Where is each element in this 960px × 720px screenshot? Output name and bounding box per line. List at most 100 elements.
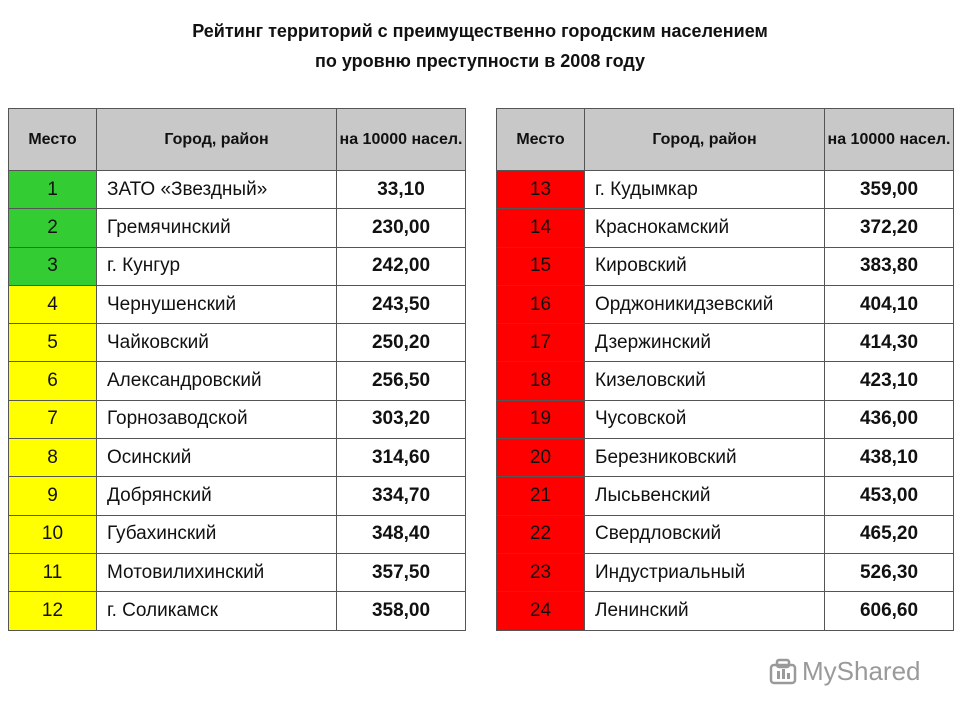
title-line: по уровню преступности в 2008 году bbox=[314, 51, 646, 71]
table-row: 2 Гремячинский 230,00 bbox=[8, 208, 466, 248]
column-header: Место bbox=[8, 108, 97, 171]
table-row: 12 г. Соликамск 358,00 bbox=[8, 591, 466, 631]
header-row: Место Город, район на 10000 насел. bbox=[496, 108, 954, 171]
cell-name: Лысьвенский bbox=[584, 476, 825, 516]
cell-name: Осинский bbox=[96, 438, 337, 478]
cell-val: 606,60 bbox=[824, 591, 954, 631]
cell-name: Свердловский bbox=[584, 514, 825, 554]
cell-place: 11 bbox=[8, 552, 97, 593]
cell-name: Краснокамский bbox=[584, 208, 825, 248]
cell-place: 5 bbox=[8, 323, 97, 363]
table-row: 15 Кировский 383,80 bbox=[496, 246, 954, 286]
cell-place: 8 bbox=[8, 438, 97, 478]
table-row: 5 Чайковский 250,20 bbox=[8, 323, 466, 363]
cell-name: Индустриальный bbox=[584, 552, 825, 593]
cell-place: 19 bbox=[496, 399, 585, 440]
cell-val: 436,00 bbox=[824, 399, 954, 440]
cell-name: Горнозаводской bbox=[96, 399, 337, 440]
table-row: 20 Березниковский 438,10 bbox=[496, 438, 954, 478]
cell-place: 2 bbox=[8, 208, 97, 248]
cell-val: 348,40 bbox=[336, 514, 466, 554]
cell-name: Чайковский bbox=[96, 323, 337, 363]
header-row: Место Город, район на 10000 насел. bbox=[8, 108, 466, 171]
table-row: 3 г. Кунгур 242,00 bbox=[8, 246, 466, 286]
cell-place: 14 bbox=[496, 208, 585, 248]
cell-place: 1 bbox=[8, 169, 97, 210]
table-row: 11 Мотовилихинский 357,50 bbox=[8, 552, 466, 593]
cell-val: 303,20 bbox=[336, 399, 466, 440]
table-row: 23 Индустриальный 526,30 bbox=[496, 552, 954, 593]
table-row: 24 Ленинский 606,60 bbox=[496, 591, 954, 631]
cell-name: г. Кудымкар bbox=[584, 169, 825, 210]
cell-val: 357,50 bbox=[336, 552, 466, 593]
table-row: 18 Кизеловский 423,10 bbox=[496, 361, 954, 401]
title: Рейтинг территорий с преимущественно гор… bbox=[0, 16, 960, 76]
table-row: 21 Лысьвенский 453,00 bbox=[496, 476, 954, 516]
cell-val: 243,50 bbox=[336, 284, 466, 325]
cell-name: Дзержинский bbox=[584, 323, 825, 363]
data-table: Место Город, район на 10000 насел. 13 г. Куд… bbox=[496, 108, 954, 631]
cell-place: 4 bbox=[8, 284, 97, 325]
cell-place: 18 bbox=[496, 361, 585, 401]
data-table: Место Город, район на 10000 насел. 1 ЗАТО «З… bbox=[8, 108, 466, 631]
column-header: Место bbox=[496, 108, 585, 171]
cell-name: Чернушенский bbox=[96, 284, 337, 325]
cell-val: 453,00 bbox=[824, 476, 954, 516]
table-row: 8 Осинский 314,60 bbox=[8, 438, 466, 478]
column-header: Город, район bbox=[96, 108, 337, 171]
cell-val: 230,00 bbox=[336, 208, 466, 248]
cell-name: Березниковский bbox=[584, 438, 825, 478]
cell-place: 20 bbox=[496, 438, 585, 478]
cell-place: 17 bbox=[496, 323, 585, 363]
cell-val: 250,20 bbox=[336, 323, 466, 363]
table-row: 1 ЗАТО «Звездный» 33,10 bbox=[8, 169, 466, 210]
cell-place: 22 bbox=[496, 514, 585, 554]
cell-val: 423,10 bbox=[824, 361, 954, 401]
column-header: на 10000 насел. bbox=[824, 108, 954, 171]
cell-place: 13 bbox=[496, 169, 585, 210]
cell-place: 21 bbox=[496, 476, 585, 516]
cell-place: 3 bbox=[8, 246, 97, 286]
table-row: 7 Горнозаводской 303,20 bbox=[8, 399, 466, 440]
table-row: 6 Александровский 256,50 bbox=[8, 361, 466, 401]
cell-name: Ленинский bbox=[584, 591, 825, 631]
cell-place: 9 bbox=[8, 476, 97, 516]
cell-name: Гремячинский bbox=[96, 208, 337, 248]
table-row: 17 Дзержинский 414,30 bbox=[496, 323, 954, 363]
cell-name: Кировский bbox=[584, 246, 825, 286]
cell-val: 334,70 bbox=[336, 476, 466, 516]
cell-val: 372,20 bbox=[824, 208, 954, 248]
cell-name: Губахинский bbox=[96, 514, 337, 554]
cell-val: 404,10 bbox=[824, 284, 954, 325]
cell-place: 10 bbox=[8, 514, 97, 554]
watermark-text: MyShared bbox=[802, 656, 921, 686]
cell-place: 16 bbox=[496, 284, 585, 325]
cell-name: ЗАТО «Звездный» bbox=[96, 169, 337, 210]
cell-place: 15 bbox=[496, 246, 585, 286]
cell-val: 414,30 bbox=[824, 323, 954, 363]
table-row: 19 Чусовской 436,00 bbox=[496, 399, 954, 440]
cell-name: Орджоникидзевский bbox=[584, 284, 825, 325]
cell-name: г. Кунгур bbox=[96, 246, 337, 286]
cell-val: 314,60 bbox=[336, 438, 466, 478]
cell-name: Александровский bbox=[96, 361, 337, 401]
watermark-icon bbox=[769, 658, 797, 684]
cell-val: 256,50 bbox=[336, 361, 466, 401]
cell-val: 242,00 bbox=[336, 246, 466, 286]
table-row: 13 г. Кудымкар 359,00 bbox=[496, 169, 954, 210]
cell-val: 438,10 bbox=[824, 438, 954, 478]
table-row: 16 Орджоникидзевский 404,10 bbox=[496, 284, 954, 325]
cell-place: 12 bbox=[8, 591, 97, 631]
watermark: MyShared bbox=[768, 656, 921, 687]
cell-name: Кизеловский bbox=[584, 361, 825, 401]
cell-val: 526,30 bbox=[824, 552, 954, 593]
table-row: 22 Свердловский 465,20 bbox=[496, 514, 954, 554]
cell-place: 6 bbox=[8, 361, 97, 401]
cell-name: Добрянский bbox=[96, 476, 337, 516]
cell-val: 359,00 bbox=[824, 169, 954, 210]
cell-name: г. Соликамск bbox=[96, 591, 337, 631]
cell-place: 23 bbox=[496, 552, 585, 593]
cell-place: 7 bbox=[8, 399, 97, 440]
table-row: 9 Добрянский 334,70 bbox=[8, 476, 466, 516]
